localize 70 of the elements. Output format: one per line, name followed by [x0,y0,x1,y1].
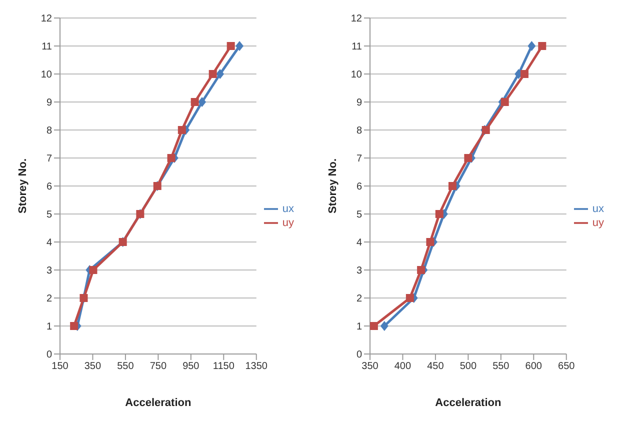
y-tick-label: 12 [40,14,52,25]
point [370,322,378,330]
y-tick-label: 10 [350,70,362,81]
y-axis-title: Storey No. [16,158,29,214]
y-tick-label: 7 [46,154,52,165]
x-tick-label: 450 [427,361,444,372]
point [448,182,456,190]
point [178,126,186,134]
y-tick-label: 8 [356,126,362,137]
point [500,98,509,106]
y-tick-label: 5 [46,210,52,221]
legend-label: uy [592,216,604,229]
x-tick-label: 1350 [245,361,268,372]
point [70,322,78,330]
y-tick-label: 0 [356,350,362,361]
x-tick-label: 950 [182,361,200,372]
point [538,42,546,50]
legend-label: ux [592,202,604,215]
y-tick-label: 6 [46,182,52,193]
y-tick-label: 1 [356,322,362,333]
x-tick-label: 750 [150,361,167,372]
y-tick-label: 3 [356,266,362,277]
y-tick-label: 10 [40,70,52,81]
y-tick-label: 4 [356,238,362,249]
y-tick-label: 2 [356,294,362,305]
legend-label: uy [282,216,294,229]
point [435,210,444,218]
point [380,321,388,331]
x-axis-title: Acceleration [125,397,192,409]
point [464,154,472,162]
y-tick-label: 7 [356,154,362,165]
y-tick-label: 0 [46,350,52,361]
x-tick-label: 550 [117,361,134,372]
x-tick-label: 1150 [212,361,235,372]
point [216,69,224,79]
x-tick-label: 350 [362,361,379,372]
x-tick-label: 350 [84,361,102,372]
y-tick-label: 1 [46,322,52,333]
x-tick-label: 150 [52,361,69,372]
y-tick-label: 11 [42,42,52,53]
point [226,42,235,50]
y-tick-label: 5 [356,210,362,221]
y-tick-label: 9 [46,98,52,109]
y-tick-label: 4 [46,238,52,249]
point [406,294,414,302]
y-tick-label: 12 [350,14,362,25]
y-tick-label: 2 [46,294,52,305]
y-tick-label: 3 [46,266,52,277]
point [520,70,528,78]
x-tick-label: 600 [525,361,542,372]
legend-label: ux [282,202,294,215]
y-axis-title: Storey No. [326,158,339,214]
point [236,41,244,51]
y-tick-label: 11 [352,42,362,53]
point [417,266,426,274]
x-axis-title: Acceleration [435,397,502,409]
y-tick-label: 9 [356,98,362,109]
x-tick-label: 550 [492,361,510,372]
point [198,97,206,107]
x-tick-label: 650 [558,361,576,372]
y-tick-label: 8 [46,126,52,137]
x-tick-label: 400 [394,361,412,372]
point [426,238,434,246]
x-tick-label: 500 [460,361,477,372]
point [190,98,199,106]
point [208,70,217,78]
point [167,154,176,162]
point [89,266,98,274]
point [528,41,536,51]
y-tick-label: 6 [356,182,362,193]
